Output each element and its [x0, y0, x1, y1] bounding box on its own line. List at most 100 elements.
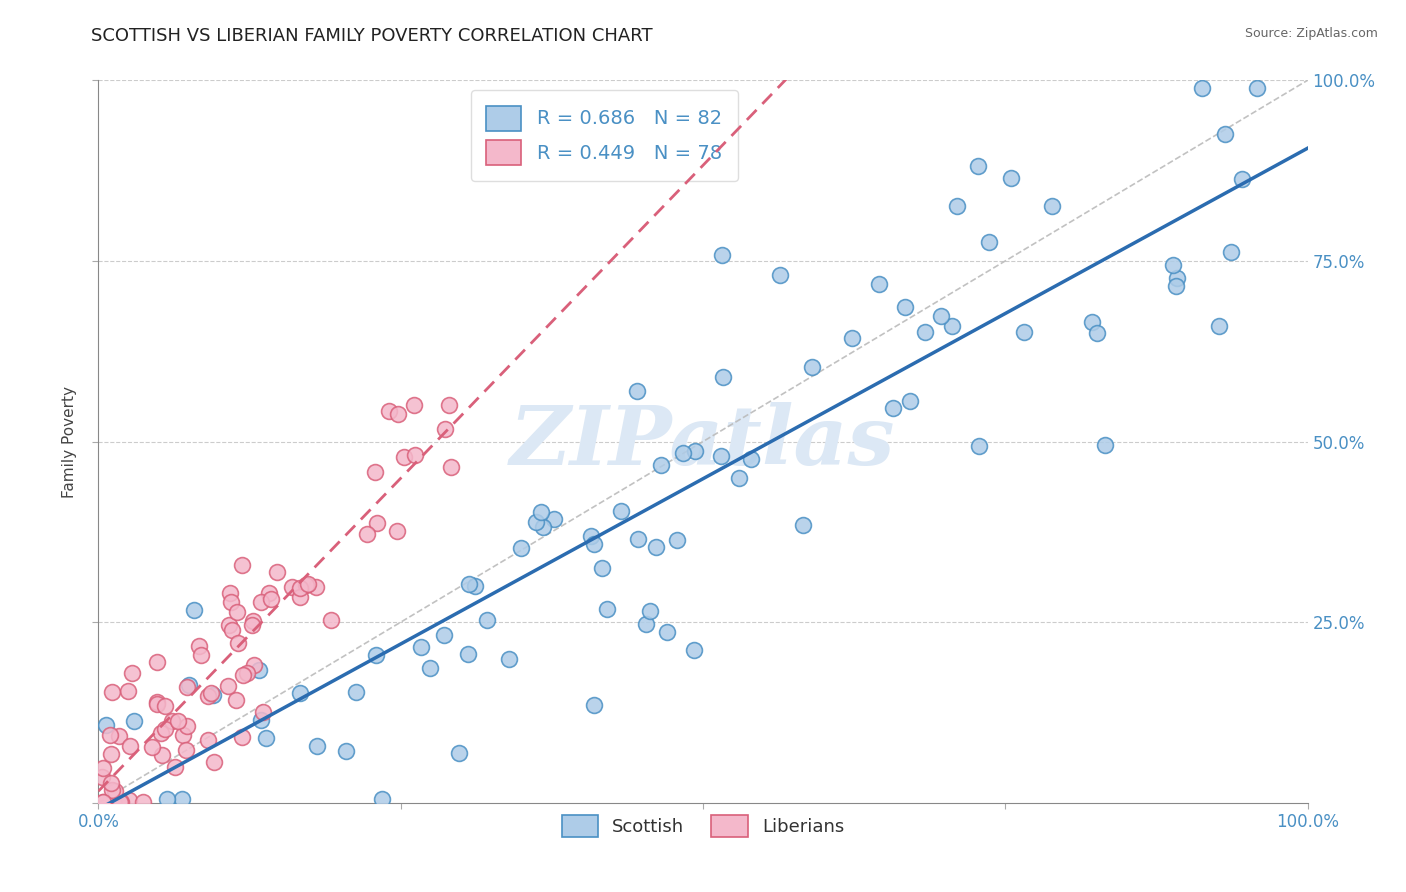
Point [200, 686, 222, 700]
Point [640, 604, 662, 618]
Point [650, 458, 672, 472]
Point [156, 792, 179, 806]
Point [307, 739, 329, 753]
Point [1040, 199, 1063, 213]
Point [183, 603, 205, 617]
Point [1219, 244, 1241, 259]
Point [149, 726, 172, 740]
Point [792, 518, 814, 533]
Point [634, 617, 657, 632]
Point [543, 512, 565, 526]
Point [967, 439, 990, 453]
Point [498, 652, 520, 666]
Point [104, 784, 127, 798]
Point [370, 792, 392, 806]
Point [409, 640, 432, 655]
Point [433, 628, 456, 642]
Point [530, 505, 553, 519]
Point [290, 581, 312, 595]
Point [254, 731, 277, 746]
Point [118, 739, 141, 754]
Point [627, 533, 650, 547]
Point [319, 613, 342, 627]
Point [155, 723, 177, 737]
Point [457, 577, 479, 591]
Point [582, 536, 605, 550]
Point [141, 739, 163, 754]
Point [1213, 127, 1236, 141]
Point [101, 685, 124, 699]
Point [728, 471, 751, 485]
Point [711, 369, 734, 384]
Point [524, 515, 547, 529]
Point [188, 639, 211, 653]
Point [153, 699, 176, 714]
Point [768, 268, 790, 282]
Point [626, 384, 648, 398]
Point [228, 636, 250, 650]
Point [231, 730, 253, 744]
Point [172, 792, 194, 806]
Point [898, 393, 921, 408]
Point [437, 398, 460, 412]
Point [894, 301, 917, 315]
Point [218, 618, 240, 632]
Point [202, 755, 225, 769]
Point [1191, 80, 1213, 95]
Point [167, 714, 190, 728]
Point [132, 795, 155, 809]
Point [1208, 318, 1230, 333]
Point [666, 533, 689, 547]
Point [281, 580, 304, 594]
Point [100, 776, 122, 790]
Point [1246, 80, 1268, 95]
Point [249, 595, 271, 609]
Point [392, 450, 415, 465]
Point [419, 660, 441, 674]
Point [1166, 271, 1188, 285]
Point [882, 401, 904, 415]
Text: SCOTTISH VS LIBERIAN FAMILY POVERTY CORRELATION CHART: SCOTTISH VS LIBERIAN FAMILY POVERTY CORR… [91, 27, 652, 45]
Point [100, 747, 122, 761]
Point [1094, 438, 1116, 452]
Point [297, 577, 319, 591]
Point [801, 360, 824, 375]
Point [596, 601, 619, 615]
Point [710, 248, 733, 262]
Point [683, 443, 706, 458]
Point [94, 718, 117, 732]
Point [101, 783, 124, 797]
Point [475, 613, 498, 627]
Point [232, 668, 254, 682]
Point [404, 398, 426, 412]
Point [110, 795, 132, 809]
Point [363, 466, 385, 480]
Point [288, 591, 311, 605]
Point [288, 686, 311, 700]
Point [174, 743, 197, 757]
Point [1230, 172, 1253, 186]
Point [160, 714, 183, 728]
Point [581, 528, 603, 542]
Point [145, 695, 167, 709]
Point [1161, 258, 1184, 272]
Point [165, 760, 187, 774]
Point [1000, 171, 1022, 186]
Point [221, 623, 243, 637]
Point [91, 761, 114, 775]
Point [91, 795, 114, 809]
Point [217, 679, 239, 693]
Point [219, 586, 242, 600]
Point [533, 519, 555, 533]
Point [335, 744, 357, 758]
Point [979, 235, 1001, 249]
Point [946, 199, 969, 213]
Point [433, 422, 456, 436]
Point [108, 730, 131, 744]
Point [219, 595, 242, 609]
Point [591, 561, 613, 575]
Point [364, 648, 387, 662]
Point [93, 795, 115, 809]
Point [247, 663, 270, 677]
Point [172, 728, 194, 742]
